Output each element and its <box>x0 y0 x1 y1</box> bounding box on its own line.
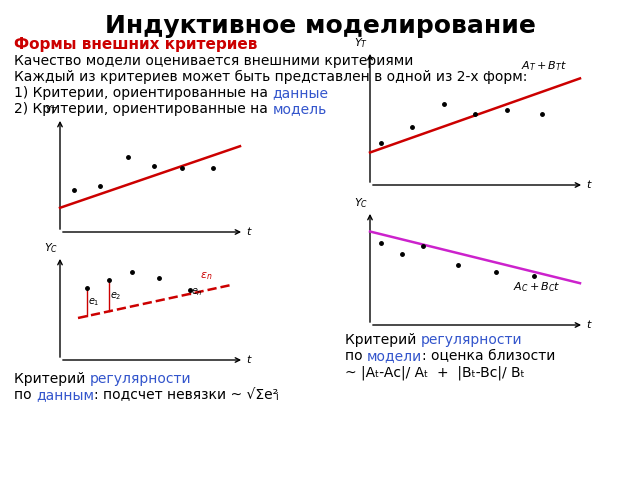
Text: данные: данные <box>273 86 328 100</box>
Text: по: по <box>345 349 367 363</box>
Text: $Y_T$: $Y_T$ <box>354 36 368 50</box>
Text: Качество модели оценивается внешними критериями: Качество модели оценивается внешними кри… <box>14 54 413 68</box>
Text: i: i <box>275 392 278 402</box>
Text: $\epsilon_n$: $\epsilon_n$ <box>200 270 213 282</box>
Text: : оценка близости: : оценка близости <box>422 349 556 363</box>
Text: регулярности: регулярности <box>420 333 522 347</box>
Text: t: t <box>246 227 250 237</box>
Text: $Y_C$: $Y_C$ <box>44 241 58 255</box>
Text: по: по <box>14 388 36 402</box>
Text: 1) Критерии, ориентированные на: 1) Критерии, ориентированные на <box>14 86 273 100</box>
Text: ~ |Aₜ-Aᴄ|/ Aₜ  +  |Bₜ-Bᴄ|/ Bₜ: ~ |Aₜ-Aᴄ|/ Aₜ + |Bₜ-Bᴄ|/ Bₜ <box>345 365 525 380</box>
Text: $A_C+B_Ct$: $A_C+B_Ct$ <box>513 280 561 294</box>
Text: t: t <box>586 180 590 190</box>
Text: $e_n$: $e_n$ <box>191 286 202 298</box>
Text: $A_T+B_Tt$: $A_T+B_Tt$ <box>521 60 568 73</box>
Text: $Y_T$: $Y_T$ <box>44 103 58 117</box>
Text: модели: модели <box>367 349 422 363</box>
Text: регулярности: регулярности <box>90 372 191 386</box>
Text: 2) Критерии, ориентированные на: 2) Критерии, ориентированные на <box>14 102 272 116</box>
Text: Формы внешних критериев: Формы внешних критериев <box>14 37 257 52</box>
Text: $e_1$: $e_1$ <box>88 296 100 308</box>
Text: : подсчет невязки ~ √Σe²: : подсчет невязки ~ √Σe² <box>94 388 278 402</box>
Text: $Y_C$: $Y_C$ <box>354 196 368 210</box>
Text: Индуктивное моделирование: Индуктивное моделирование <box>104 14 536 38</box>
Text: Каждый из критериев может быть представлен в одной из 2-х форм:: Каждый из критериев может быть представл… <box>14 70 527 84</box>
Text: Критерий: Критерий <box>14 372 90 386</box>
Text: t: t <box>246 355 250 365</box>
Text: модель: модель <box>272 102 326 116</box>
Text: $e_2$: $e_2$ <box>109 290 121 301</box>
Text: данным: данным <box>36 388 94 402</box>
Text: Критерий: Критерий <box>345 333 420 347</box>
Text: t: t <box>586 320 590 330</box>
Text: по данным: подсчет невязки ~ √Σe²: по данным: подсчет невязки ~ √Σe² <box>14 388 278 402</box>
